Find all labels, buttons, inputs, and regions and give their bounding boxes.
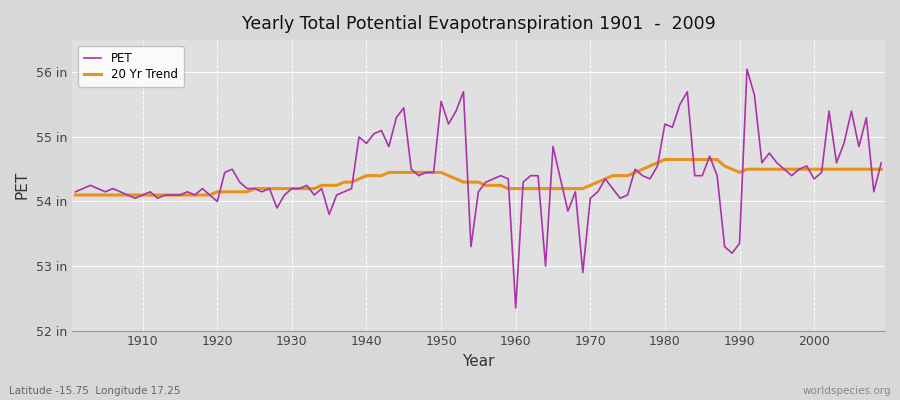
PET (338, 190, 349, 194)
PET (70, 190, 81, 194)
20 Yr Trend (599, 176, 610, 181)
20 Yr Trend (503, 186, 514, 191)
X-axis label: Year: Year (462, 354, 495, 369)
Y-axis label: PET: PET (15, 171, 30, 200)
20 Yr Trend (660, 157, 670, 162)
PET (503, 176, 514, 181)
20 Yr Trend (70, 193, 81, 198)
PET (294, 186, 305, 191)
PET (130, 196, 140, 201)
PET (876, 160, 886, 165)
20 Yr Trend (876, 167, 886, 172)
Line: 20 Yr Trend: 20 Yr Trend (76, 160, 881, 195)
20 Yr Trend (510, 186, 521, 191)
Title: Yearly Total Potential Evapotranspiration 1901  -  2009: Yearly Total Potential Evapotranspiratio… (241, 15, 716, 33)
Line: PET: PET (76, 69, 881, 308)
20 Yr Trend (294, 186, 305, 191)
PET (742, 67, 752, 72)
PET (518, 180, 528, 184)
Text: worldspecies.org: worldspecies.org (803, 386, 891, 396)
PET (608, 186, 618, 191)
PET (510, 306, 521, 310)
Legend: PET, 20 Yr Trend: PET, 20 Yr Trend (77, 46, 184, 87)
20 Yr Trend (130, 193, 140, 198)
20 Yr Trend (338, 180, 349, 184)
Text: Latitude -15.75  Longitude 17.25: Latitude -15.75 Longitude 17.25 (9, 386, 181, 396)
